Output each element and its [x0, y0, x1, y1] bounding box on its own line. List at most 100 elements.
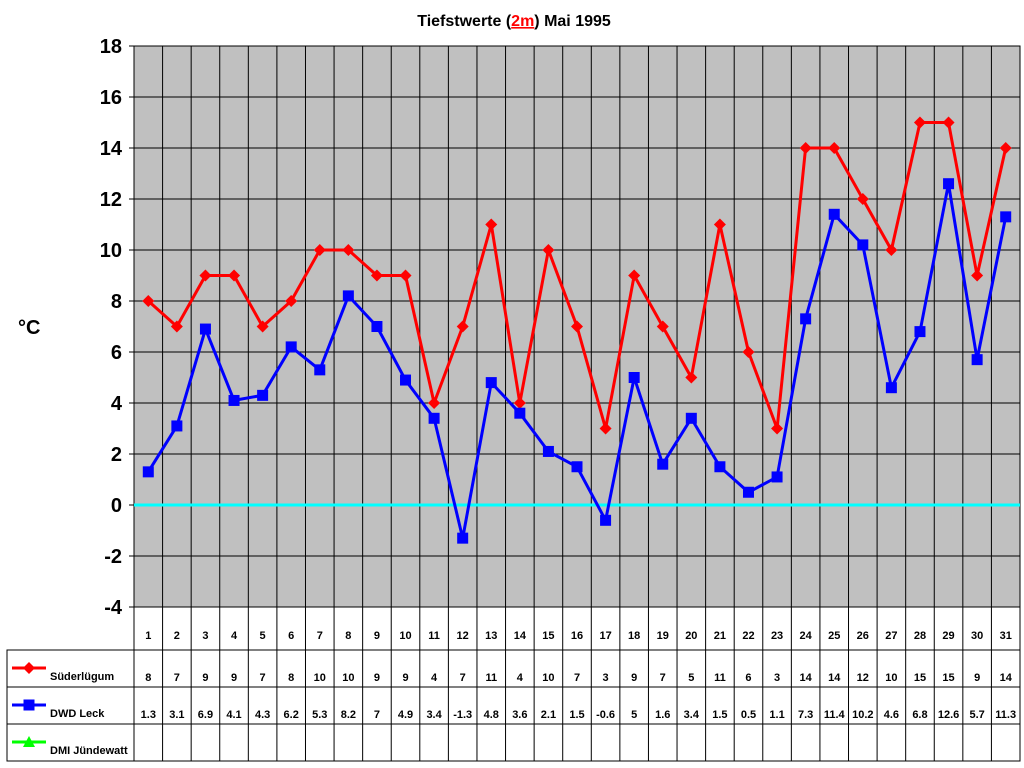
data-label: 4.1 — [226, 709, 241, 721]
data-point — [799, 142, 812, 154]
data-point — [628, 372, 640, 383]
x-tick-label: 3 — [202, 630, 208, 642]
plot-area: 18 16 14 12 10 8 6 4 2 0 -2 -4 — [100, 36, 1021, 619]
data-point — [485, 377, 497, 389]
data-point — [885, 244, 898, 256]
data-label: 9 — [974, 672, 980, 684]
data-label: 6.8 — [912, 709, 927, 721]
data-point — [599, 422, 612, 435]
legend-entry: DMI Jündewatt — [50, 745, 128, 757]
data-label: 3 — [603, 672, 609, 684]
data-label: 8.2 — [341, 709, 356, 721]
y-tick-label: 18 — [100, 36, 122, 58]
data-point — [914, 326, 926, 338]
data-point — [628, 269, 641, 282]
data-label: 14 — [828, 672, 841, 684]
data-label: 9 — [631, 672, 637, 684]
data-label: 4.9 — [398, 709, 413, 721]
data-point — [142, 466, 154, 478]
data-point — [428, 412, 440, 424]
data-label: -0.6 — [596, 709, 615, 721]
data-label: 14 — [800, 672, 813, 684]
legend-marker — [23, 699, 35, 711]
x-tick-label: 31 — [1000, 630, 1012, 642]
y-tick-label: 10 — [100, 240, 122, 262]
data-point — [342, 244, 355, 256]
y-tick-label: -2 — [104, 546, 122, 568]
data-label: 7 — [460, 672, 466, 684]
data-point — [856, 193, 869, 205]
data-label: 5.3 — [312, 709, 327, 721]
data-label: 7 — [260, 672, 266, 684]
data-point — [571, 320, 583, 333]
y-tick-label: 4 — [111, 393, 123, 415]
data-point — [199, 323, 211, 335]
data-label: 11.4 — [824, 709, 846, 721]
x-tick-label: 15 — [542, 630, 554, 642]
x-tick-label: 27 — [885, 630, 897, 642]
x-tick-label: 5 — [260, 630, 266, 642]
data-point — [685, 412, 697, 424]
chart-title-suffix: ) Mai 1995 — [534, 13, 611, 30]
data-point — [942, 116, 955, 129]
data-point — [285, 341, 297, 353]
data-label: 14 — [1000, 672, 1013, 684]
data-label: 4.6 — [884, 709, 899, 721]
data-point — [771, 422, 784, 435]
data-label: 8 — [145, 672, 151, 684]
data-point — [256, 320, 269, 333]
data-label: 1.5 — [712, 709, 727, 721]
data-point — [342, 290, 354, 302]
data-label: 4.3 — [255, 709, 270, 721]
y-tick-label: 0 — [111, 495, 122, 517]
data-table: 1 2 3 4 5 6 7 8 9 10 11 12 13 14 15 16 17 18 19 20 21 22 23 24 2… — [6, 606, 1021, 762]
y-tick-label: 6 — [111, 342, 122, 364]
data-point — [857, 239, 869, 251]
data-point — [257, 389, 269, 401]
y-tick-label: 14 — [100, 138, 123, 160]
data-point — [685, 371, 698, 384]
data-point — [971, 354, 983, 366]
data-label: 10.2 — [852, 709, 873, 721]
data-label: 11 — [714, 672, 726, 684]
legend-marker — [23, 736, 35, 747]
x-tick-label: 16 — [571, 630, 583, 642]
data-point — [314, 364, 326, 376]
data-label: 11.3 — [995, 709, 1016, 721]
x-tick-label: 6 — [288, 630, 294, 642]
y-tick-label: 12 — [100, 189, 122, 211]
data-label: 7 — [374, 709, 380, 721]
data-point — [656, 320, 669, 333]
data-point — [313, 244, 326, 256]
data-label: 7 — [660, 672, 666, 684]
data-label: 3.4 — [426, 709, 442, 721]
data-point — [199, 269, 212, 282]
data-point — [800, 313, 812, 325]
data-point — [1000, 211, 1012, 223]
data-point — [399, 269, 412, 282]
x-tick-label: 14 — [514, 630, 527, 642]
data-point — [657, 458, 669, 470]
data-label: 7 — [574, 672, 580, 684]
data-label: 5 — [631, 709, 637, 721]
x-tick-label: 18 — [628, 630, 640, 642]
data-label: 1.1 — [769, 709, 784, 721]
data-point — [714, 461, 726, 473]
data-point — [971, 269, 984, 282]
data-point — [400, 374, 412, 386]
data-point — [713, 218, 726, 231]
data-label: 10 — [342, 672, 354, 684]
y-tick-label: -4 — [104, 597, 123, 619]
data-label: 7 — [174, 672, 180, 684]
data-label: 4.8 — [484, 709, 499, 721]
data-point — [600, 514, 612, 526]
data-label: 15 — [942, 672, 954, 684]
data-point — [457, 532, 469, 544]
data-point — [828, 142, 841, 154]
data-label: 6 — [745, 672, 751, 684]
data-point — [513, 397, 526, 409]
data-label: 1.3 — [141, 709, 156, 721]
data-label: 2.1 — [541, 709, 556, 721]
data-point — [742, 346, 755, 358]
